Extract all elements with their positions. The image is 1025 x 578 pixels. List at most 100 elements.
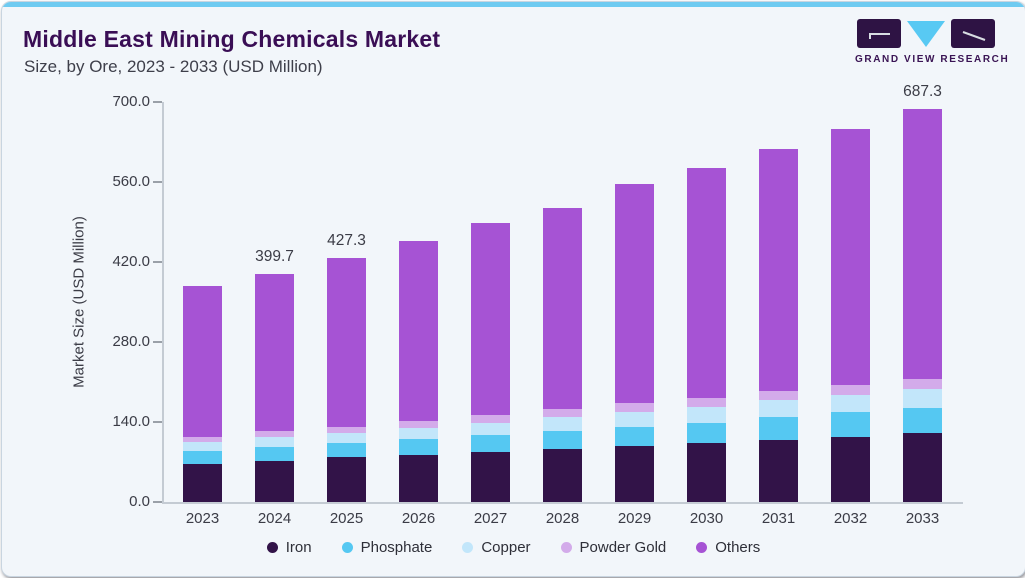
bar-segment-iron [399, 454, 438, 502]
bar-segment-powder-gold [543, 409, 582, 418]
y-tick-mark [153, 501, 162, 503]
bar-segment-others [615, 183, 654, 404]
y-tick-mark [153, 341, 162, 343]
bar-2026 [399, 241, 438, 502]
x-label-2026: 2026 [401, 510, 436, 527]
brand-logo-marks [855, 19, 997, 48]
brand-name: GRAND VIEW RESEARCH [855, 54, 1010, 65]
bar-segment-phosphate [183, 451, 222, 464]
bar-segment-copper [831, 394, 870, 413]
y-tick-mark [153, 421, 162, 423]
value-label-2025: 427.3 [327, 231, 366, 249]
y-tick-mark [153, 261, 162, 263]
legend-label: Copper [481, 539, 531, 556]
bar-segment-iron [615, 445, 654, 502]
bar-segment-powder-gold [183, 436, 222, 442]
x-label-2032: 2032 [833, 510, 868, 527]
y-tick-label: 560.0 [112, 173, 150, 190]
bar-segment-iron [831, 436, 870, 502]
x-label-2025: 2025 [329, 510, 364, 527]
bar-segment-others [471, 222, 510, 416]
bar-2031 [759, 149, 798, 502]
bar-segment-iron [903, 433, 942, 502]
bar-segment-others [399, 241, 438, 422]
bar-segment-powder-gold [471, 415, 510, 423]
bar-segment-phosphate [471, 435, 510, 452]
chart-legend: Iron Phosphate Copper Powder Gold Others [2, 539, 1025, 556]
value-label-2033: 687.3 [903, 83, 942, 101]
bar-segment-copper [399, 428, 438, 440]
bar-2029 [615, 183, 654, 502]
bar-segment-phosphate [831, 412, 870, 437]
bar-segment-copper [759, 400, 798, 417]
bar-segment-powder-gold [327, 426, 366, 433]
bar-segment-powder-gold [759, 391, 798, 401]
bar-segment-iron [759, 439, 798, 502]
bar-segment-others [759, 149, 798, 392]
y-axis-title: Market Size (USD Million) [70, 216, 88, 388]
logo-v-triangle [907, 20, 945, 47]
bar-segment-copper [255, 436, 294, 448]
x-label-2031: 2031 [761, 510, 796, 527]
x-label-2029: 2029 [617, 510, 652, 527]
bar-2025 [327, 257, 366, 502]
x-label-2024: 2024 [257, 510, 292, 527]
bar-segment-phosphate [615, 426, 654, 446]
logo-g-block [857, 19, 901, 48]
legend-dot-iron [266, 542, 278, 553]
legend-dot-phosphate [341, 542, 353, 553]
bar-2027 [471, 222, 510, 502]
bar-segment-copper [687, 407, 726, 423]
top-accent-bar [2, 2, 1025, 7]
x-axis-line [162, 502, 963, 504]
y-tick-mark [153, 181, 162, 183]
x-label-2027: 2027 [473, 510, 508, 527]
y-tick-label: 700.0 [112, 93, 150, 110]
x-label-2028: 2028 [545, 510, 580, 527]
bar-segment-others [903, 109, 942, 380]
legend-item-powder-gold: Powder Gold [560, 539, 666, 556]
bar-segment-copper [183, 441, 222, 452]
bar-2023 [183, 286, 222, 502]
bar-2024 [255, 273, 294, 502]
bar-segment-phosphate [759, 416, 798, 440]
legend-label: Phosphate [360, 539, 433, 556]
bar-segment-powder-gold [255, 431, 294, 437]
y-tick-label: 0.0 [129, 493, 150, 510]
y-axis-line [162, 102, 164, 502]
bar-segment-iron [687, 443, 726, 502]
bar-segment-phosphate [543, 431, 582, 449]
legend-item-copper: Copper [462, 539, 531, 556]
legend-dot-others [696, 542, 708, 553]
bar-segment-copper [615, 411, 654, 427]
bar-segment-others [543, 208, 582, 410]
bar-segment-iron [327, 457, 366, 502]
bar-segment-phosphate [255, 447, 294, 461]
legend-item-iron: Iron [266, 539, 312, 556]
bar-segment-powder-gold [399, 421, 438, 429]
page-subtitle: Size, by Ore, 2023 - 2033 (USD Million) [24, 57, 323, 76]
y-tick-label: 140.0 [112, 413, 150, 430]
y-tick-label: 280.0 [112, 333, 150, 350]
bar-segment-others [255, 273, 294, 432]
bar-segment-copper [543, 417, 582, 432]
bar-segment-powder-gold [615, 403, 654, 412]
y-tick-mark [153, 101, 162, 103]
bar-2030 [687, 167, 726, 502]
page-title: Middle East Mining Chemicals Market [23, 26, 441, 52]
bar-2032 [831, 129, 870, 502]
logo-g-glyph [869, 33, 890, 39]
brand-logo: GRAND VIEW RESEARCH [855, 19, 1010, 65]
y-tick-label: 420.0 [112, 253, 150, 270]
bar-segment-others [183, 286, 222, 437]
x-label-2033: 2033 [905, 510, 940, 527]
bar-2028 [543, 208, 582, 502]
bar-segment-powder-gold [903, 379, 942, 390]
legend-item-others: Others [696, 539, 760, 556]
bar-segment-phosphate [399, 439, 438, 455]
bar-segment-phosphate [327, 443, 366, 458]
bar-segment-iron [543, 448, 582, 502]
bar-segment-copper [327, 432, 366, 444]
